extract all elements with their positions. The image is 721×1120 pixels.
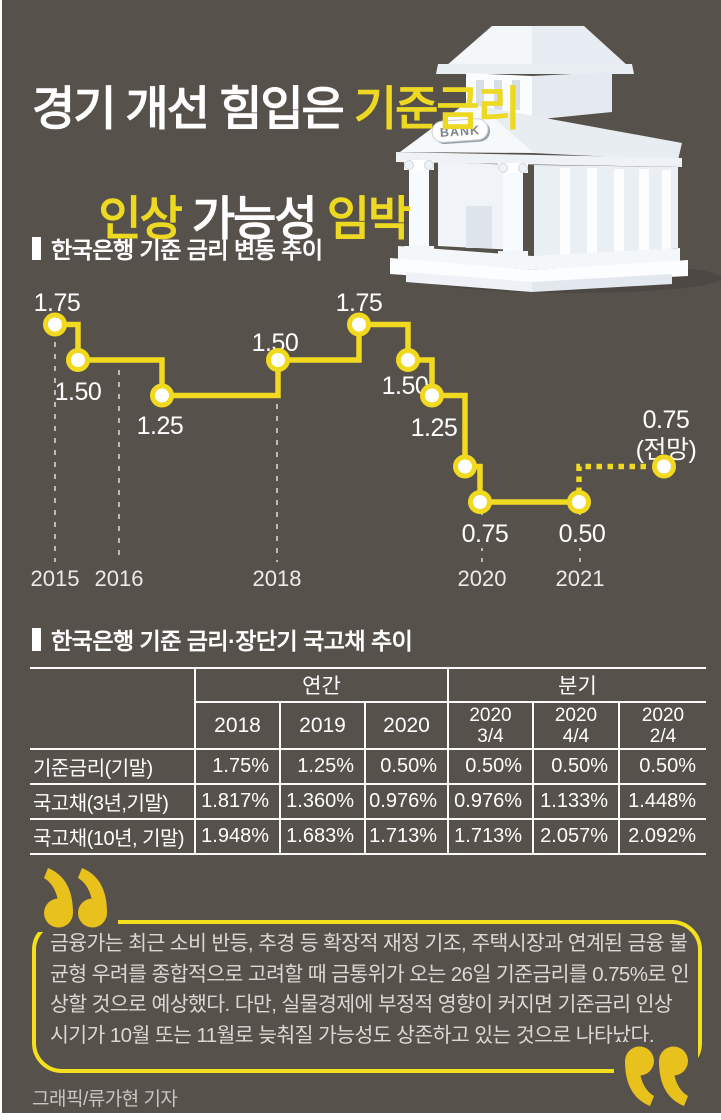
quote-box — [32, 920, 702, 1073]
table-cell: 2.057% — [532, 820, 618, 855]
forecast-dotted-line — [576, 463, 650, 493]
table-column-header: 2019 — [279, 703, 364, 750]
table-group-header: 연간 — [194, 667, 447, 703]
table-column-header: 2020 2/4 — [618, 703, 706, 750]
rate-step-line — [55, 321, 579, 505]
bank-sign: BANK — [431, 118, 491, 145]
table-row-label: 국고채(10년, 기말) — [30, 820, 194, 855]
x-axis-year-label: 2020 — [458, 566, 507, 591]
data-point-marker — [567, 490, 591, 514]
section-marker-icon — [32, 627, 41, 651]
table-cell: 1.448% — [618, 785, 706, 820]
chart-section-header: 한국은행 기준 금리 변동 추이 — [32, 231, 323, 265]
bank-building-illustration: BANK — [390, 26, 721, 293]
value-label: 1.75 — [34, 289, 81, 317]
rates-table: 연간 분기 2018 2019 2020 2020 3/4 2020 4/4 2020 2/4 기준금… — [30, 667, 706, 855]
title-part: 경기 개선 힘입은 — [32, 82, 354, 136]
table-cell: 1.683% — [279, 820, 364, 855]
table-cell: 1.133% — [532, 785, 618, 820]
table-cell: 1.75% — [194, 750, 279, 785]
label-mask — [452, 518, 518, 548]
quote-text: 금융가는 최근 소비 반등, 추경 등 확장적 재정 기조, 주택시장과 연계된… — [50, 932, 690, 1047]
table-column-header: 2018 — [194, 703, 279, 750]
title-part-highlight: 기준금리 — [353, 82, 521, 136]
data-point-marker — [420, 383, 444, 408]
label-mask — [549, 518, 615, 548]
table-group-header: 분기 — [447, 667, 706, 703]
table-cell: 1.817% — [194, 785, 279, 820]
data-point-marker — [347, 312, 371, 337]
table-cell: 0.976% — [364, 785, 447, 820]
open-quote-icon — [34, 864, 118, 932]
title-part-highlight: 인상 — [98, 192, 192, 246]
table-cell: 1.360% — [279, 785, 364, 820]
data-point-marker — [468, 490, 492, 514]
table-cell: 1.713% — [364, 820, 447, 855]
x-axis-year-label: 2018 — [253, 566, 302, 591]
title-part: 가능성 — [191, 192, 327, 246]
table-corner-cell — [30, 667, 194, 703]
data-point-marker — [453, 454, 477, 479]
table-column-header: 2020 3/4 — [447, 703, 532, 750]
table-column-header: 2020 — [364, 703, 447, 750]
table-cell: 1.25% — [279, 750, 364, 785]
table-cell: 1.713% — [447, 820, 532, 855]
table-section-title: 한국은행 기준 금리·장단기 국고채 추이 — [51, 628, 413, 654]
data-point-marker — [43, 312, 67, 337]
table-cell: 0.976% — [447, 785, 532, 820]
data-point-marker — [396, 348, 420, 372]
table-cell: 0.50% — [447, 750, 532, 785]
section-marker-icon — [32, 236, 41, 260]
value-label: 1.75 — [336, 289, 383, 317]
table-header-spacer — [30, 703, 194, 750]
title-part-highlight: 임박 — [326, 192, 411, 246]
table-row-label: 국고채(3년,기말) — [30, 785, 194, 820]
chart-section-title: 한국은행 기준 금리 변동 추이 — [51, 237, 323, 263]
table-cell: 1.948% — [194, 820, 279, 855]
table-cell: 0.50% — [532, 750, 618, 785]
base-rate-chart: 2015 2016 2018 2020 20211.751.501.251.501.75… — [31, 289, 697, 591]
bank-sign-text: BANK — [440, 123, 481, 140]
data-point-marker — [66, 348, 90, 372]
data-point-marker — [150, 383, 174, 408]
value-label: 0.50 — [559, 520, 606, 548]
x-axis-year-label: 2021 — [556, 566, 605, 591]
table-section-header: 한국은행 기준 금리·장단기 국고채 추이 — [32, 622, 413, 656]
table-cell: 2.092% — [618, 820, 706, 855]
table-row-label: 기준금리(기말) — [30, 750, 194, 785]
value-label: 1.25 — [411, 414, 458, 442]
close-quote-icon — [614, 1042, 698, 1110]
x-axis-year-label: 2016 — [95, 566, 144, 591]
value-label: 1.25 — [137, 412, 184, 440]
page-title: 경기 개선 힘입은 기준금리 인상 가능성 임박 — [32, 81, 521, 246]
value-label: 0.75 — [643, 406, 690, 434]
value-label: 1.50 — [55, 378, 102, 406]
data-point-marker — [652, 454, 676, 479]
value-label: 0.75 — [462, 520, 509, 548]
table-column-header: 2020 4/4 — [532, 703, 618, 750]
table-cell: 0.50% — [618, 750, 706, 785]
x-axis-year-label: 2015 — [31, 566, 80, 591]
credit-byline: 그래픽/류가현 기자 — [32, 1089, 178, 1110]
table-cell: 0.50% — [364, 750, 447, 785]
data-point-marker — [266, 348, 290, 372]
